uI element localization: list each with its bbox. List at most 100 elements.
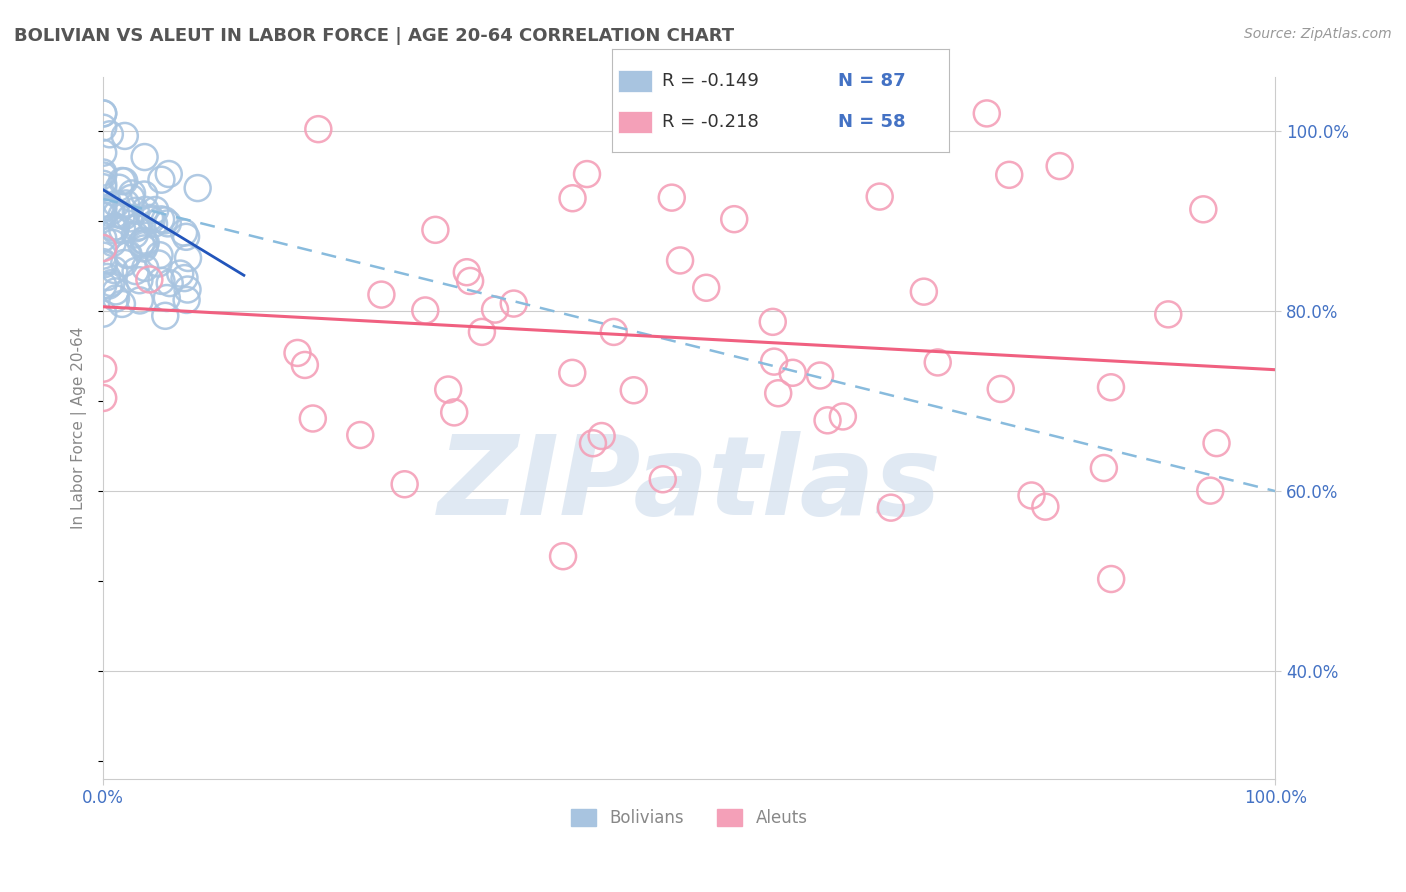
Point — [150, 274, 173, 288]
Point — [394, 477, 416, 491]
Point — [927, 355, 949, 369]
Point — [1092, 461, 1115, 475]
Point — [91, 391, 114, 405]
Point — [91, 208, 114, 222]
Point — [120, 191, 142, 205]
Point — [413, 303, 436, 318]
Point — [96, 270, 118, 285]
Point — [576, 167, 599, 181]
Point — [103, 263, 125, 277]
Point — [1099, 572, 1122, 586]
Point — [128, 219, 150, 234]
Point — [134, 202, 156, 217]
Point — [103, 220, 125, 235]
Point — [294, 358, 316, 372]
Point — [138, 272, 160, 286]
Point — [124, 264, 146, 278]
Point — [990, 382, 1012, 396]
Point — [91, 197, 114, 211]
Point — [1192, 202, 1215, 217]
Point — [128, 293, 150, 308]
Point — [150, 172, 173, 186]
Point — [173, 226, 195, 240]
Point — [159, 276, 181, 290]
Point — [125, 203, 148, 218]
Point — [143, 202, 166, 217]
Point — [502, 296, 524, 310]
Point — [91, 231, 114, 245]
Point — [105, 292, 128, 306]
Point — [155, 309, 177, 323]
Point — [108, 180, 131, 194]
Point — [148, 248, 170, 262]
Point — [817, 413, 839, 427]
Point — [912, 285, 935, 299]
Point — [125, 221, 148, 235]
Point — [114, 209, 136, 223]
Text: BOLIVIAN VS ALEUT IN LABOR FORCE | AGE 20-64 CORRELATION CHART: BOLIVIAN VS ALEUT IN LABOR FORCE | AGE 2… — [14, 27, 734, 45]
Point — [91, 106, 114, 120]
Point — [561, 191, 583, 205]
Point — [456, 265, 478, 279]
Point — [91, 255, 114, 269]
Point — [111, 223, 134, 237]
Point — [124, 227, 146, 242]
Point — [176, 293, 198, 307]
Legend: Bolivians, Aleuts: Bolivians, Aleuts — [564, 802, 814, 834]
Point — [591, 429, 613, 443]
Point — [561, 366, 583, 380]
Point — [782, 366, 804, 380]
Point — [91, 278, 114, 293]
Point — [111, 208, 134, 222]
Point — [91, 177, 114, 191]
Point — [458, 274, 481, 288]
Text: ZIPatlas: ZIPatlas — [437, 431, 941, 538]
Point — [111, 297, 134, 311]
Point — [104, 223, 127, 237]
Point — [91, 201, 114, 215]
Text: N = 58: N = 58 — [838, 113, 905, 131]
Point — [828, 106, 851, 120]
Bar — [619, 70, 652, 92]
Point — [91, 106, 114, 120]
Point — [134, 260, 156, 275]
Point — [98, 128, 121, 142]
Point — [91, 180, 114, 194]
Point — [1205, 436, 1227, 450]
Point — [443, 405, 465, 419]
Point — [128, 273, 150, 287]
Point — [157, 167, 180, 181]
Point — [100, 204, 122, 219]
Y-axis label: In Labor Force | Age 20-64: In Labor Force | Age 20-64 — [72, 327, 87, 529]
Point — [187, 181, 209, 195]
Point — [437, 383, 460, 397]
Point — [134, 238, 156, 252]
Point — [104, 285, 127, 299]
Point — [150, 212, 173, 227]
Point — [112, 256, 135, 270]
Point — [148, 256, 170, 270]
Point — [153, 213, 176, 227]
Point — [93, 257, 115, 271]
Point — [91, 202, 114, 217]
Point — [471, 325, 494, 339]
Point — [174, 229, 197, 244]
Point — [117, 247, 139, 261]
Point — [370, 287, 392, 301]
Point — [91, 145, 114, 160]
Point — [651, 472, 673, 486]
Point — [115, 196, 138, 211]
Point — [91, 165, 114, 179]
Point — [135, 235, 157, 250]
Point — [132, 242, 155, 256]
Point — [695, 281, 717, 295]
Point — [105, 219, 128, 234]
Point — [998, 168, 1021, 182]
Point — [97, 278, 120, 293]
Point — [169, 267, 191, 281]
Point — [139, 211, 162, 225]
Point — [100, 276, 122, 290]
Point — [117, 248, 139, 262]
Point — [91, 361, 114, 376]
Point — [976, 106, 998, 120]
